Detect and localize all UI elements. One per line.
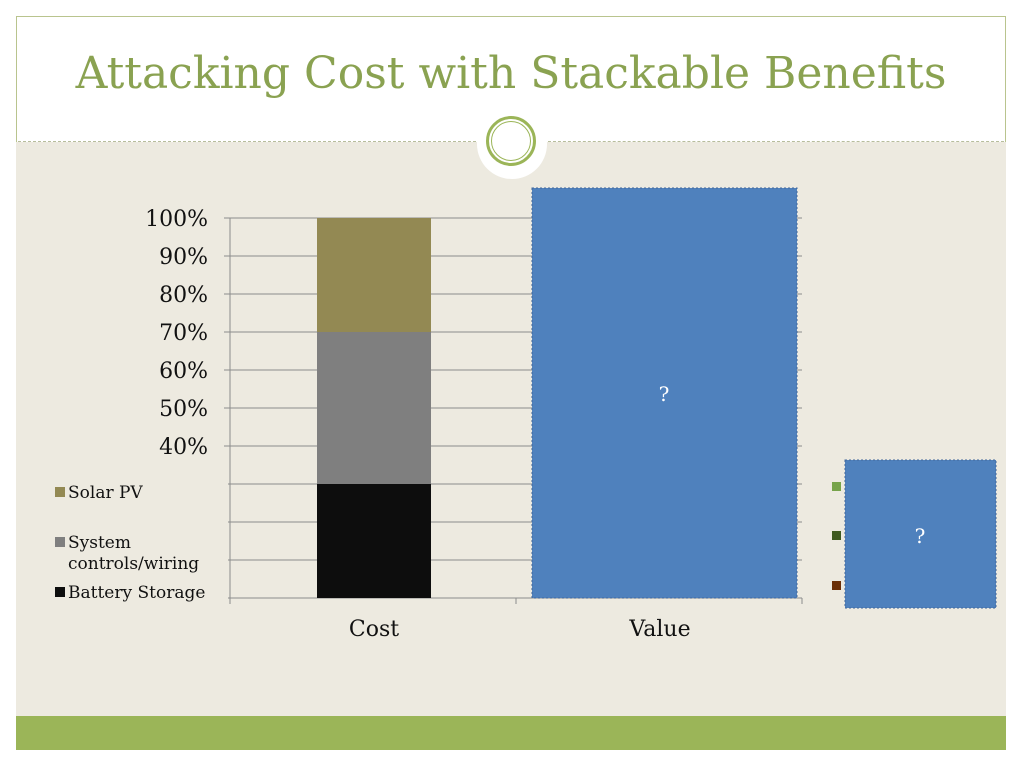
right-placeholder-box — [844, 459, 997, 609]
legend-swatch — [55, 587, 65, 597]
bar-segment — [317, 332, 431, 484]
title-divider-right — [548, 141, 1004, 142]
legend-swatch — [55, 537, 65, 547]
right-legend-swatch — [832, 531, 841, 540]
medallion-inner-ring-icon — [491, 121, 531, 161]
legend-label: controls/wiring — [68, 554, 199, 574]
right-legend-swatch — [832, 482, 841, 491]
x-category-label: Cost — [349, 617, 399, 642]
y-tick-label: 40% — [159, 435, 208, 460]
y-tick-label: 70% — [159, 321, 208, 346]
y-tick-label: 60% — [159, 359, 208, 384]
y-tick-label: 50% — [159, 397, 208, 422]
y-tick-label: 80% — [159, 283, 208, 308]
value-placeholder-box — [531, 187, 798, 599]
slide-title: Attacking Cost with Stackable Benefits — [75, 48, 947, 99]
y-tick-label: 90% — [159, 245, 208, 270]
footer-bar — [16, 716, 1006, 750]
bar-segment — [317, 218, 431, 332]
legend-swatch — [55, 487, 65, 497]
legend-label: Solar PV — [68, 483, 143, 503]
x-category-label: Value — [628, 617, 690, 642]
right-legend-swatch — [832, 581, 841, 590]
y-tick-label: 100% — [145, 207, 208, 232]
legend-label: System — [68, 533, 131, 553]
title-divider-left — [18, 141, 476, 142]
medallion-ring-icon — [486, 116, 536, 166]
legend-background — [38, 470, 228, 610]
value-placeholder-text: ? — [659, 382, 670, 406]
bar-segment — [317, 484, 431, 598]
legend-label: Battery Storage — [68, 583, 205, 603]
right-placeholder-text: ? — [915, 524, 926, 548]
content-area — [16, 142, 1006, 716]
